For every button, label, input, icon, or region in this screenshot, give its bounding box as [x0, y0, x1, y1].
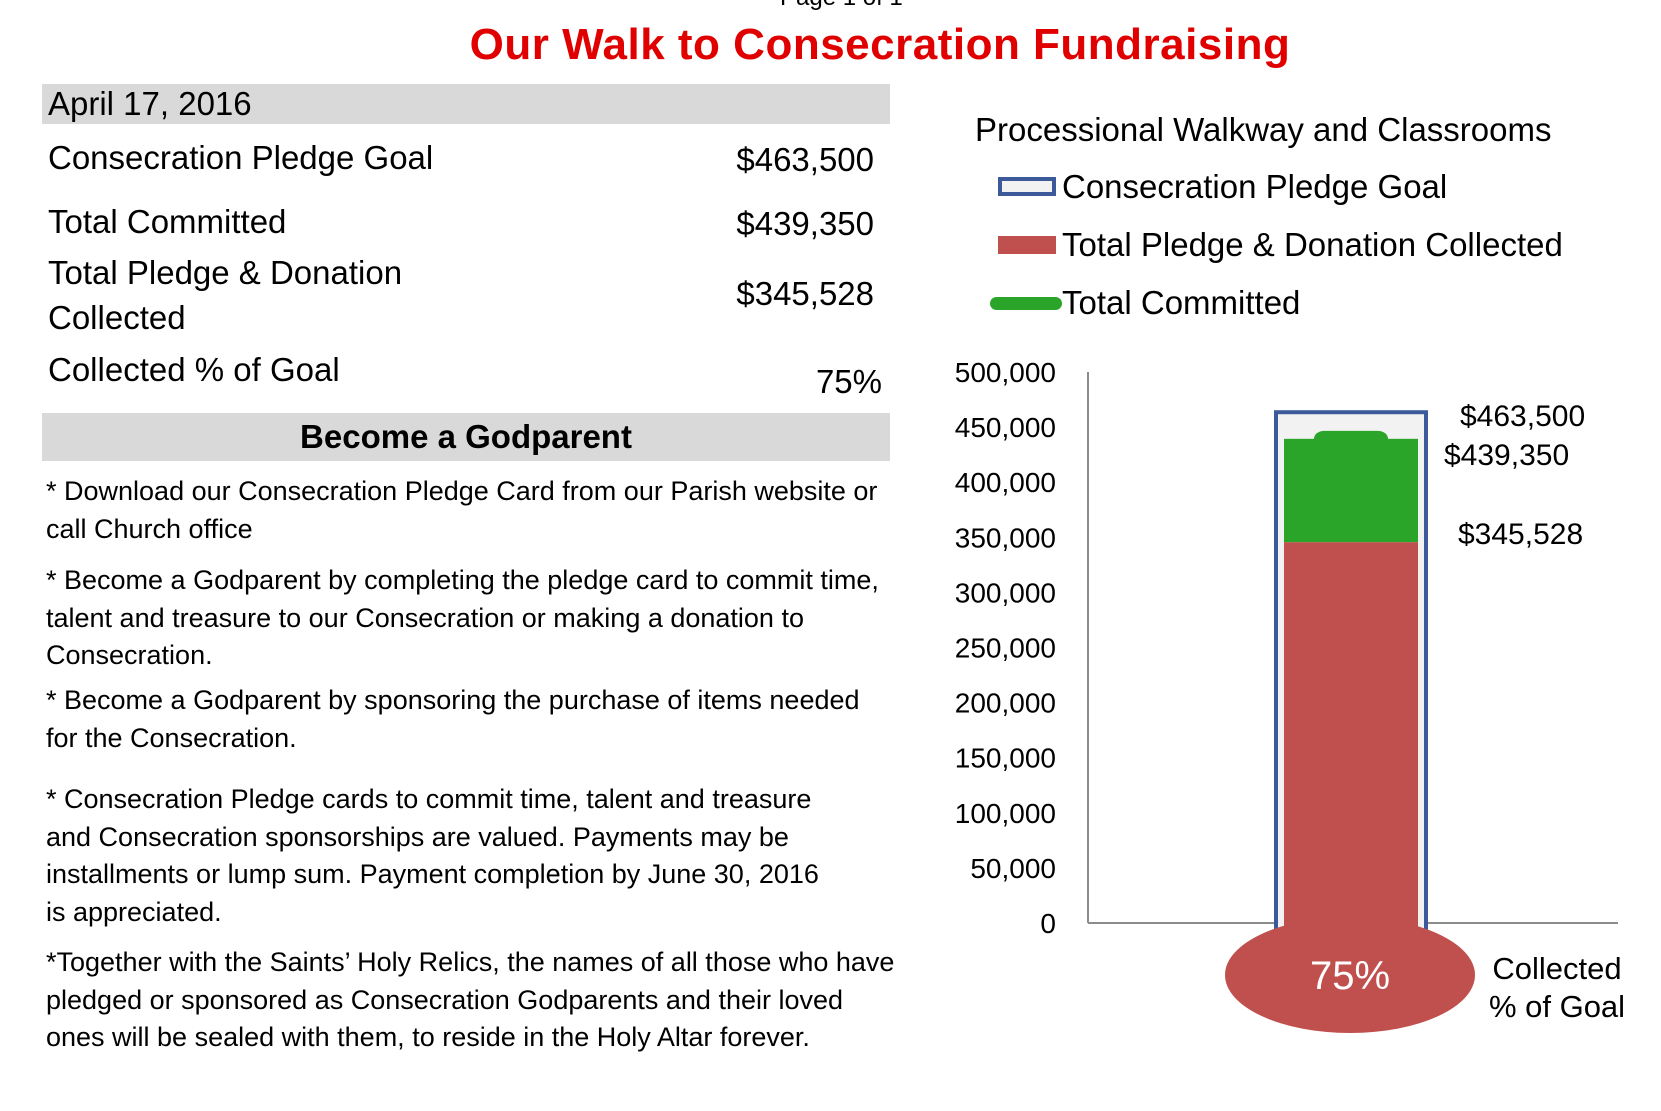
- bulb-caption-line1: Collected: [1492, 951, 1622, 986]
- data-label-collected: $345,528: [1458, 518, 1583, 551]
- data-label-committed: $439,350: [1444, 439, 1569, 472]
- thermometer-bulb: [1225, 917, 1475, 1033]
- page-number: Page 1 of 1: [780, 0, 903, 12]
- committed-label: Total Committed: [48, 203, 287, 240]
- goal-label: Consecration Pledge Goal: [48, 139, 434, 176]
- legend-collected-swatch: [998, 236, 1056, 254]
- y-tick-label: 450,000: [955, 412, 1056, 443]
- y-tick-label: 500,000: [955, 357, 1056, 388]
- data-label-goal: $463,500: [1460, 400, 1585, 433]
- y-tick-label: 250,000: [955, 633, 1056, 664]
- legend-collected-label: Total Pledge & Donation Collected: [1062, 226, 1563, 263]
- y-tick-label: 150,000: [955, 743, 1056, 774]
- legend-committed-label: Total Committed: [1062, 284, 1301, 321]
- bullet-payments: * Consecration Pledge cards to commit ti…: [46, 784, 819, 927]
- bulb-caption-line2: % of Goal: [1488, 989, 1626, 1024]
- legend-committed-swatch: [990, 297, 1062, 310]
- chart-title: Processional Walkway and Classrooms: [975, 111, 1552, 148]
- bar-committed: [1284, 438, 1418, 543]
- y-tick-label: 350,000: [955, 522, 1056, 553]
- bulb-caption: Collected % of Goal: [1482, 950, 1632, 1026]
- date-banner: April 17, 2016: [42, 84, 890, 124]
- page-title: Our Walk to Consecration Fundraising: [469, 20, 1291, 68]
- bar-committed-cap: [1314, 430, 1388, 447]
- bulb-percent-label: 75%: [1310, 954, 1390, 998]
- bar-collected: [1284, 542, 1418, 963]
- percent-value: 75%: [815, 363, 882, 400]
- legend-goal-label: Consecration Pledge Goal: [1062, 168, 1448, 205]
- y-tick-label: 300,000: [955, 577, 1056, 608]
- bullet-sponsor: * Become a Godparent by sponsoring the p…: [46, 685, 860, 753]
- collected-label: Total Pledge & Donation: [48, 254, 403, 291]
- y-tick-label: 50,000: [970, 853, 1056, 884]
- godparent-heading: Become a Godparent: [42, 413, 890, 461]
- collected-label-line2: Collected: [48, 299, 186, 336]
- bullet-download: * Download our Consecration Pledge Card …: [46, 476, 878, 544]
- committed-value: $439,350: [736, 205, 874, 242]
- percent-label: Collected % of Goal: [48, 351, 340, 388]
- y-tick-label: 400,000: [955, 467, 1056, 498]
- y-tick-label: 100,000: [955, 798, 1056, 829]
- bullet-relics: *Together with the Saints’ Holy Relics, …: [46, 947, 895, 1052]
- bullet-pledge-card: * Become a Godparent by completing the p…: [46, 565, 879, 670]
- goal-value: $463,500: [736, 141, 874, 178]
- y-tick-label: 0: [1040, 908, 1056, 939]
- collected-value: $345,528: [736, 275, 874, 312]
- legend-goal-swatch: [998, 177, 1056, 196]
- y-tick-label: 200,000: [955, 688, 1056, 719]
